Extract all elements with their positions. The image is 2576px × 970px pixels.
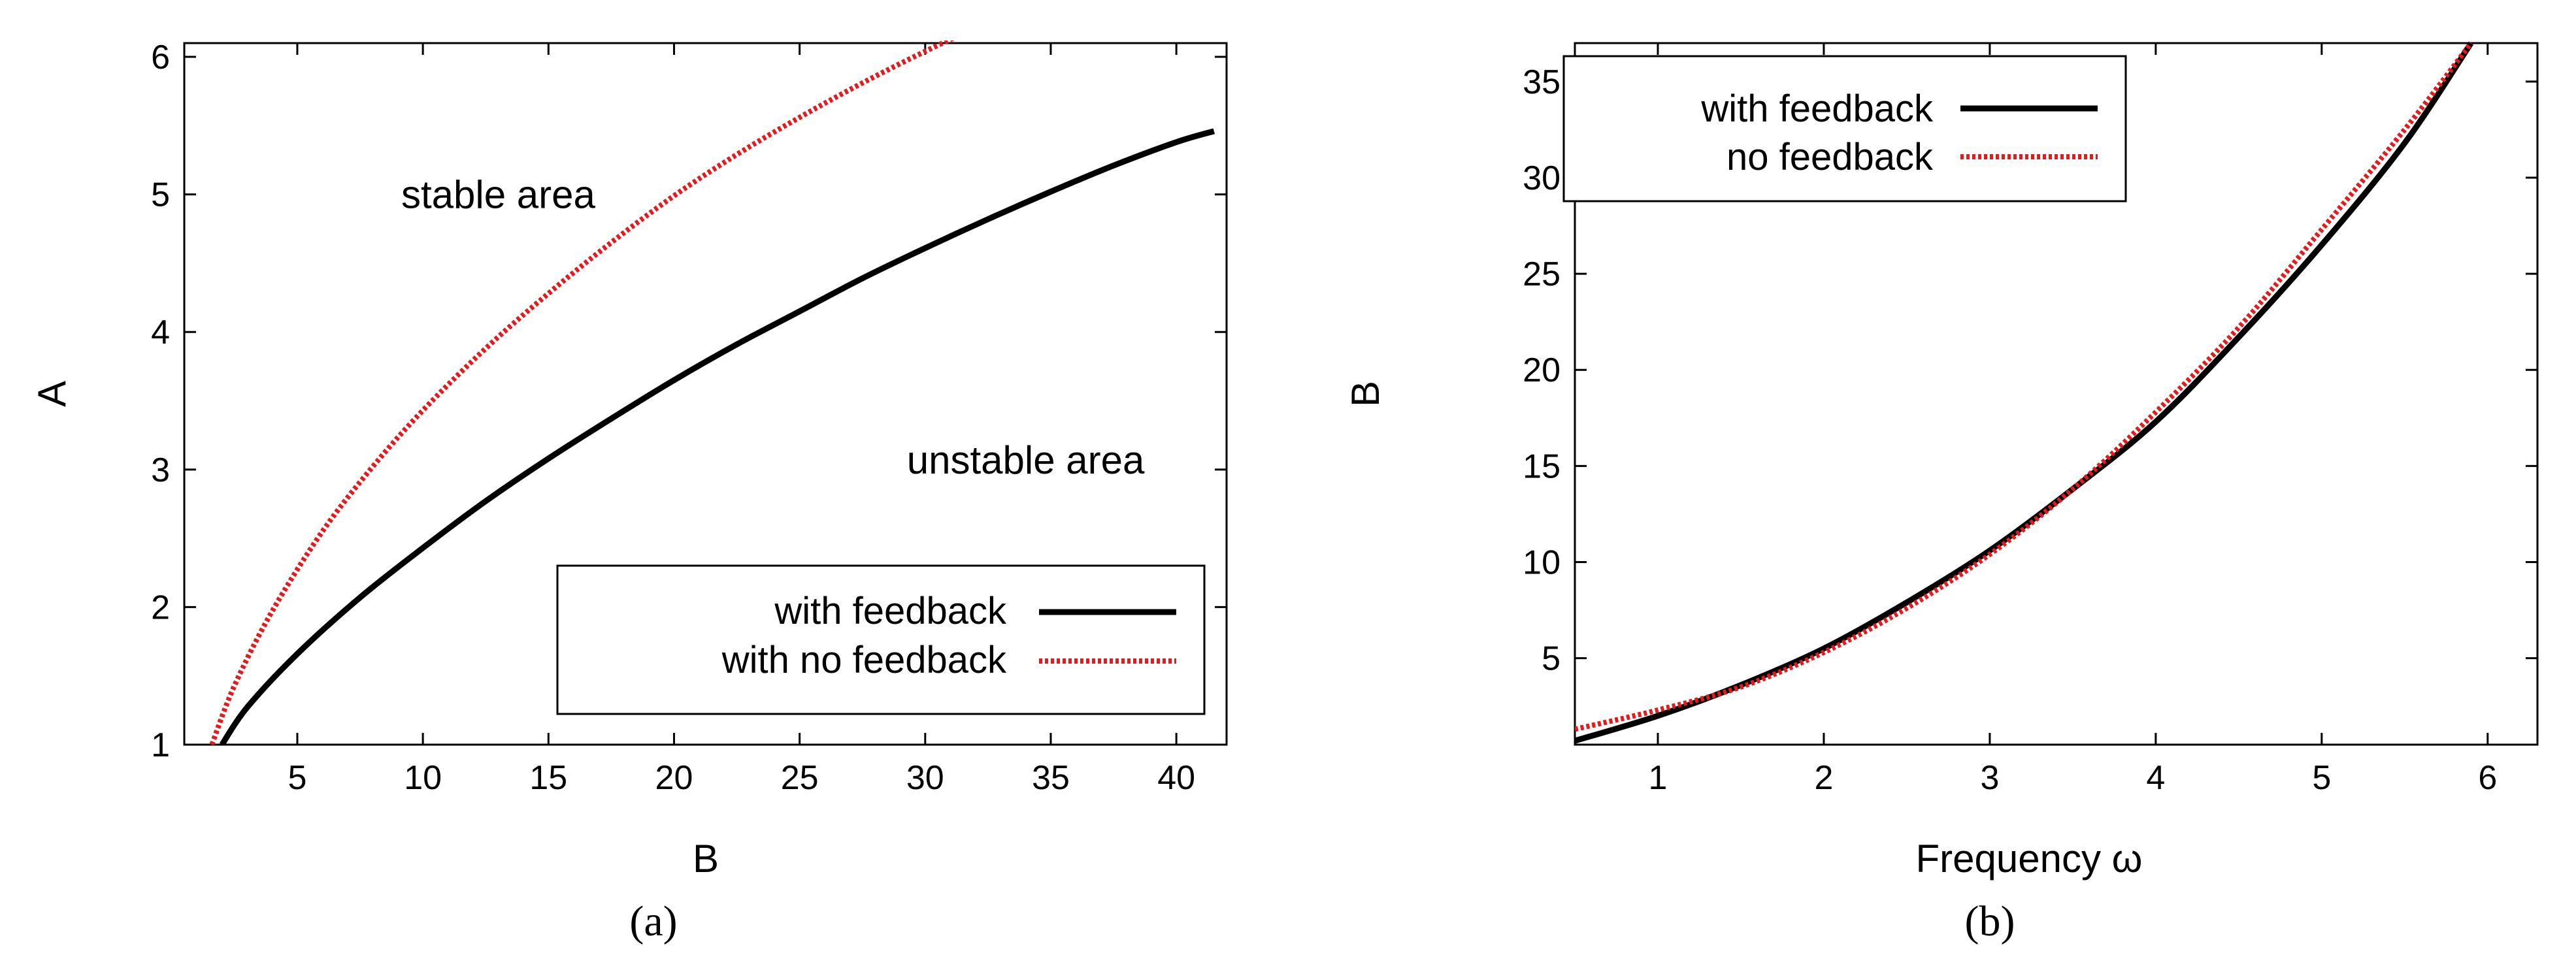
- legend-b: with feedback no feedback: [1562, 55, 2127, 202]
- chart-panel-a: 5 10 15 20 25 30 35 40 1 2 3 4 5 6 stable area unstab…: [30, 39, 1228, 945]
- y-tick-label-b-0: 5: [1542, 640, 1560, 678]
- y-tick-label-a-3: 4: [151, 314, 170, 351]
- chart-panel-b: 1 2 3 4 5 6 5 10 15 20 25 30 35 Frequency ω B with …: [1344, 41, 2539, 945]
- x-tick-label-a-2: 15: [529, 759, 567, 797]
- x-tick-label-a-4: 25: [781, 759, 819, 797]
- panel-label-a: (a): [629, 897, 677, 945]
- legend-box-a: [556, 564, 1206, 715]
- x-tick-label-a-5: 30: [906, 759, 944, 797]
- y-tick-label-b-4: 25: [1523, 255, 1560, 293]
- plot-frame-a: [183, 42, 1228, 746]
- y-axis-label-b: B: [1344, 381, 1387, 407]
- legend-label-a-1: with no feedback: [721, 639, 1007, 681]
- x-tick-label-a-1: 10: [404, 759, 442, 797]
- y-tick-label-a-1: 2: [151, 589, 170, 626]
- legend-a: with feedback with no feedback: [556, 564, 1206, 715]
- x-tick-label-b-0: 1: [1649, 759, 1668, 797]
- y-tick-label-b-2: 15: [1523, 447, 1560, 485]
- panel-label-b: (b): [1965, 897, 2015, 945]
- series-line-a-0: [219, 128, 1215, 745]
- annotation-a-1: unstable area: [907, 438, 1145, 482]
- legend-box-b: [1562, 55, 2127, 202]
- x-tick-label-a-6: 35: [1032, 759, 1070, 797]
- y-tick-label-a-0: 1: [151, 726, 170, 764]
- x-tick-label-a-7: 40: [1157, 759, 1195, 797]
- legend-label-b-0: with feedback: [1700, 88, 1934, 130]
- x-tick-label-b-4: 5: [2312, 759, 2331, 797]
- plot-frame-b: [1574, 42, 2539, 746]
- legend-label-b-1: no feedback: [1726, 136, 1934, 178]
- y-axis-label-a: A: [30, 381, 74, 407]
- y-tick-label-a-5: 6: [151, 39, 170, 76]
- x-axis-label-b: Frequency ω: [1916, 837, 2143, 881]
- x-tick-label-a-3: 20: [655, 759, 693, 797]
- y-tick-label-b-1: 10: [1523, 543, 1560, 581]
- series-line-b-1: [1575, 41, 2473, 732]
- x-tick-label-b-5: 6: [2478, 759, 2497, 797]
- x-tick-label-b-1: 2: [1814, 759, 1833, 797]
- y-tick-label-a-4: 5: [151, 176, 170, 214]
- x-tick-label-b-3: 4: [2146, 759, 2165, 797]
- y-tick-label-b-3: 20: [1523, 351, 1560, 389]
- series-line-a-1: [209, 40, 955, 745]
- x-axis-label-a: B: [693, 837, 719, 881]
- annotation-a-0: stable area: [401, 173, 595, 217]
- x-tick-label-b-2: 3: [1980, 759, 1999, 797]
- y-tick-label-b-6: 35: [1523, 63, 1560, 101]
- y-tick-label-b-5: 30: [1523, 159, 1560, 197]
- legend-label-a-0: with feedback: [774, 590, 1007, 632]
- y-tick-label-a-2: 3: [151, 451, 170, 489]
- x-tick-label-a-0: 5: [288, 759, 306, 797]
